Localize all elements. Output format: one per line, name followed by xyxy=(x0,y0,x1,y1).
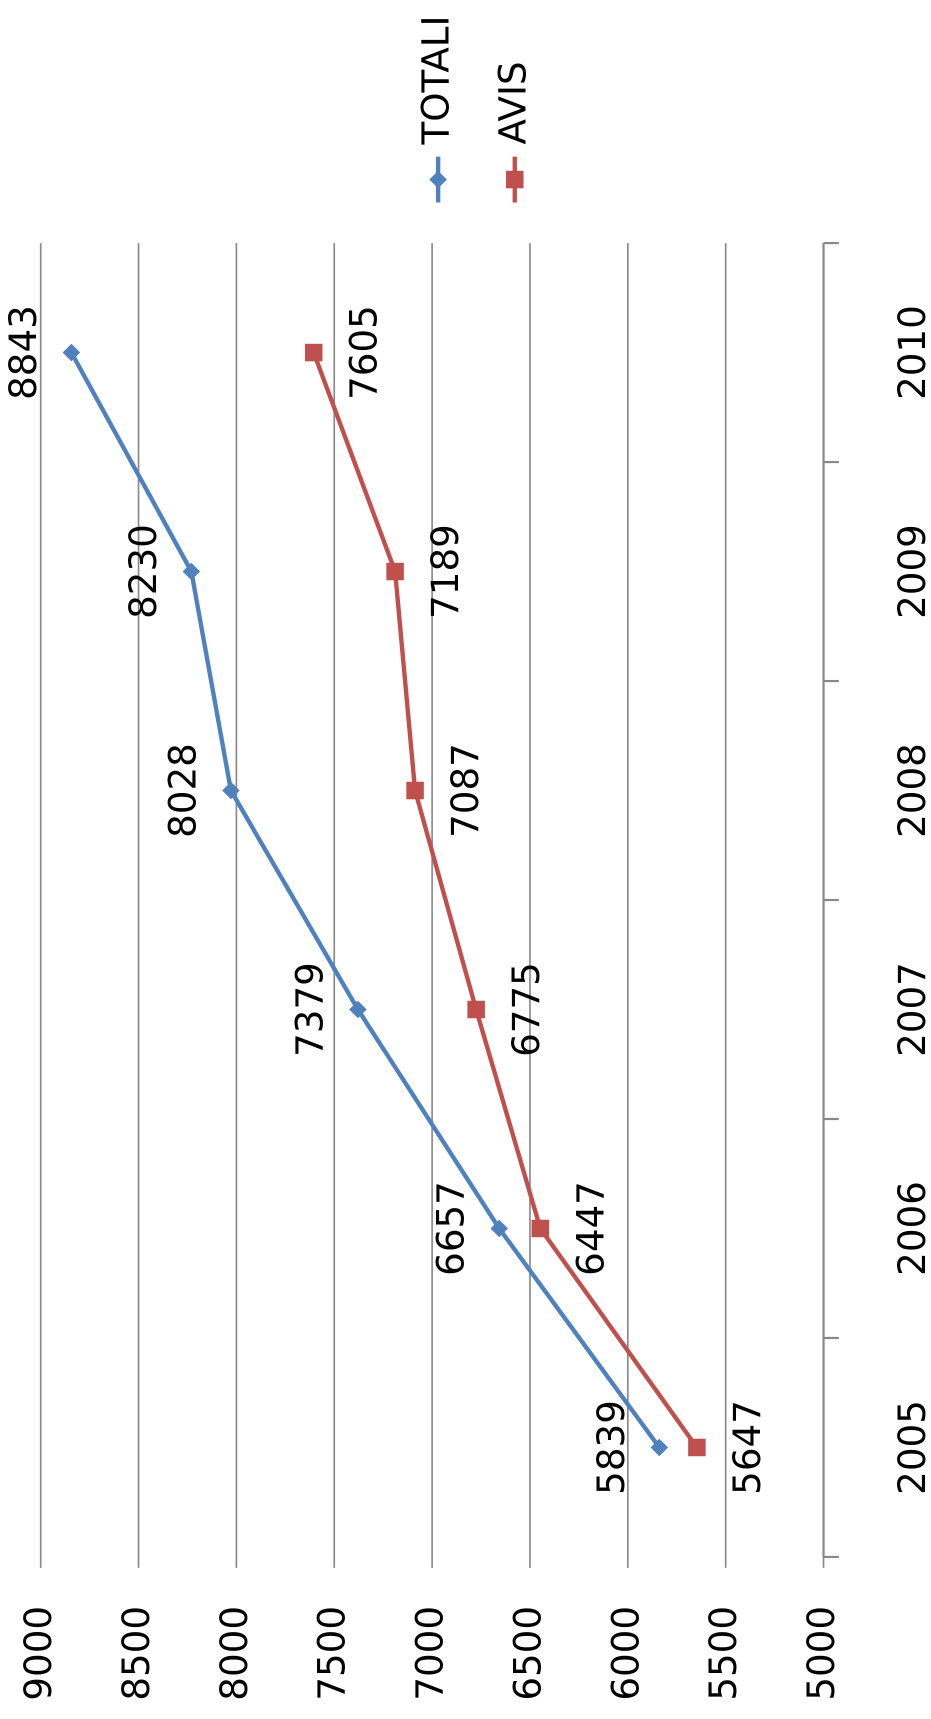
y-tick-label: 5000 xyxy=(799,1606,843,1701)
data-label: 8230 xyxy=(121,524,165,619)
x-tick-label: 2007 xyxy=(890,962,931,1057)
y-tick-label: 9000 xyxy=(16,1606,60,1701)
x-tick-label: 2008 xyxy=(890,743,931,838)
y-tick-label: 7500 xyxy=(310,1606,354,1701)
marker xyxy=(62,343,81,362)
y-tick-label: 8000 xyxy=(212,1606,256,1701)
marker xyxy=(222,781,240,800)
marker xyxy=(406,781,424,800)
data-label: 7379 xyxy=(287,962,331,1057)
data-label: 7087 xyxy=(443,743,487,838)
data-label: 5839 xyxy=(589,1400,633,1495)
y-tick-label: 7000 xyxy=(408,1606,452,1701)
legend-label: TOTALI xyxy=(414,15,458,145)
y-tick-label: 6000 xyxy=(603,1606,647,1701)
line xyxy=(69,351,662,1449)
data-label: 8028 xyxy=(160,743,204,838)
y-tick-label: 8500 xyxy=(114,1606,158,1701)
x-tick-label: 2009 xyxy=(890,524,931,619)
data-label: 6775 xyxy=(504,962,548,1057)
marker xyxy=(531,1219,550,1238)
legend-marker xyxy=(429,170,447,189)
x-tick-label: 2006 xyxy=(890,1181,931,1276)
data-label: 5647 xyxy=(725,1400,769,1495)
marker xyxy=(304,343,323,362)
data-label: 8843 xyxy=(1,305,45,400)
y-tick-label: 5500 xyxy=(701,1606,745,1701)
line xyxy=(311,351,699,1449)
data-label: 6657 xyxy=(429,1181,473,1276)
legend-label: AVIS xyxy=(490,61,534,144)
data-label: 7605 xyxy=(342,305,386,400)
y-tick-label: 6500 xyxy=(505,1606,549,1701)
marker xyxy=(490,1219,508,1238)
legend-marker xyxy=(506,170,524,189)
data-label: 6447 xyxy=(568,1181,612,1276)
data-label: 7189 xyxy=(423,524,467,619)
marker xyxy=(650,1438,669,1457)
x-tick-label: 2010 xyxy=(890,305,931,400)
x-tick-label: 2005 xyxy=(890,1400,931,1495)
marker xyxy=(386,562,404,581)
marker xyxy=(688,1438,706,1457)
marker xyxy=(182,562,201,581)
marker xyxy=(467,1000,485,1019)
